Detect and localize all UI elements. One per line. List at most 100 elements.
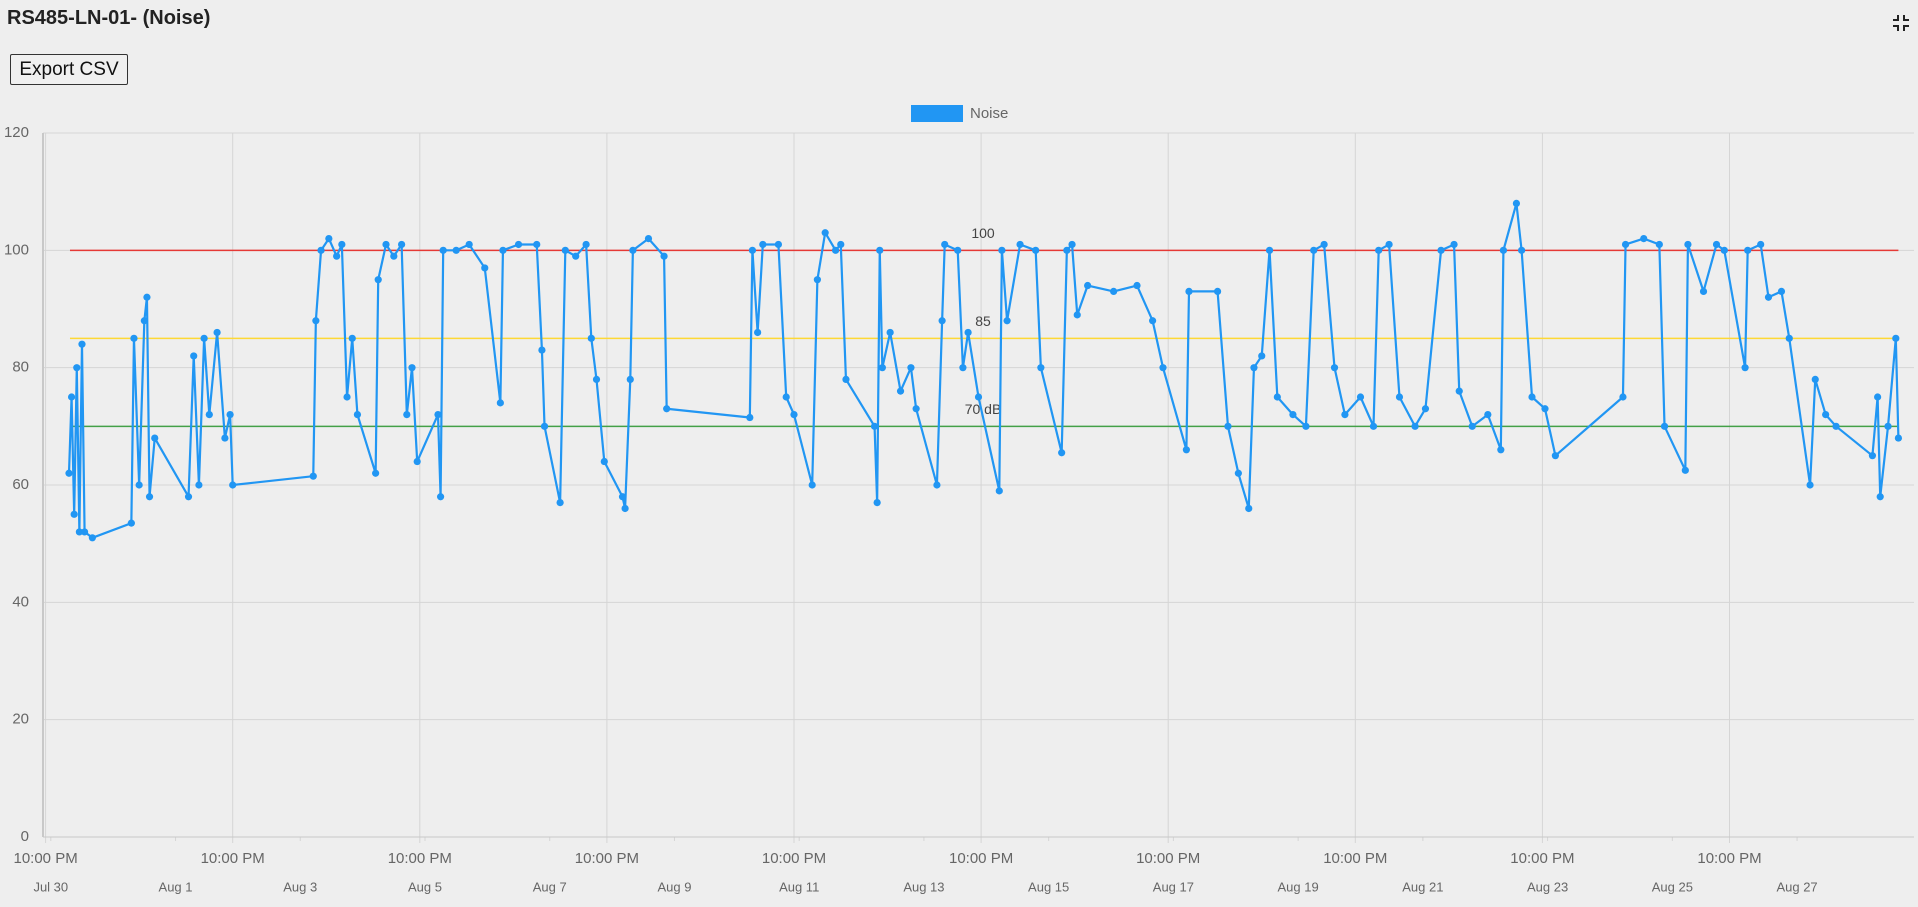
y-tick-label: 0 (21, 828, 29, 845)
data-point (1063, 246, 1071, 254)
data-point (878, 364, 886, 372)
data-point (1640, 235, 1648, 243)
data-point (499, 246, 507, 254)
data-point (226, 411, 234, 419)
data-point (1499, 246, 1508, 254)
data-point (151, 434, 159, 442)
data-point (1720, 246, 1728, 254)
x-date-label: Aug 11 (779, 879, 819, 894)
data-point (1621, 240, 1630, 249)
data-point (1437, 246, 1445, 254)
data-point (1213, 287, 1222, 295)
fullscreen-toggle[interactable] (1892, 14, 1910, 32)
series-line (67, 202, 1900, 539)
data-point (1455, 387, 1463, 395)
x-tick-label: 10:00 PM (13, 850, 77, 867)
data-point (1484, 411, 1492, 419)
fullscreen-icon (1893, 15, 1909, 31)
y-tick-label: 40 (12, 593, 29, 610)
threshold-label: 70 dB (965, 401, 1002, 417)
data-point (533, 240, 541, 249)
x-date-label: Aug 7 (533, 879, 567, 894)
data-point (1310, 246, 1318, 254)
data-point (540, 422, 549, 430)
data-point (434, 411, 442, 419)
data-point (1421, 405, 1430, 413)
data-point (587, 334, 595, 342)
data-point (465, 240, 473, 249)
x-tick-label: 10:00 PM (1136, 850, 1200, 867)
data-point (75, 528, 83, 536)
data-point (621, 504, 629, 513)
data-point (1159, 364, 1167, 372)
data-point (1551, 452, 1559, 460)
data-point (135, 481, 143, 489)
data-point (1068, 240, 1076, 249)
export-csv-button[interactable]: Export CSV (10, 54, 128, 85)
data-point (1058, 449, 1066, 457)
data-point (600, 457, 608, 466)
data-point (1073, 311, 1081, 319)
x-tick-label: 10:00 PM (949, 850, 1013, 867)
data-point (145, 493, 154, 501)
data-point (1684, 240, 1692, 249)
x-date-label: Aug 15 (1028, 879, 1069, 894)
data-point (130, 334, 138, 342)
data-point (1273, 393, 1281, 401)
data-point (229, 481, 237, 489)
x-date-label: Aug 21 (1402, 879, 1443, 894)
data-point (896, 387, 905, 395)
data-point (1757, 240, 1765, 249)
data-point (1619, 393, 1627, 401)
data-point (67, 393, 76, 401)
data-point (325, 235, 333, 243)
data-point (1016, 240, 1024, 249)
data-point (1876, 493, 1884, 501)
x-date-label: Aug 13 (903, 879, 944, 894)
data-point (1892, 334, 1900, 342)
data-point (312, 317, 320, 325)
data-point (582, 240, 590, 249)
data-point (1149, 317, 1157, 325)
data-point (1874, 393, 1882, 401)
data-point (907, 364, 915, 372)
data-point (1681, 466, 1689, 474)
x-tick-label: 10:00 PM (201, 850, 265, 867)
data-point (782, 393, 790, 401)
x-tick-label: 10:00 PM (762, 850, 826, 867)
data-point (1110, 287, 1118, 295)
data-point (663, 405, 671, 413)
data-point (413, 457, 421, 466)
data-point (1003, 317, 1011, 325)
data-point (1258, 352, 1266, 360)
data-point (1699, 287, 1708, 295)
data-point (1234, 469, 1242, 477)
data-point (1302, 422, 1310, 430)
data-point (372, 469, 380, 477)
x-date-label: Aug 17 (1153, 879, 1194, 894)
data-point (933, 481, 941, 489)
data-point (831, 246, 840, 254)
data-point (1777, 287, 1786, 295)
data-point (995, 487, 1003, 495)
data-point (353, 411, 362, 419)
data-point (748, 246, 757, 254)
data-point (143, 293, 151, 301)
data-point (1884, 422, 1892, 430)
data-point (1764, 293, 1773, 301)
data-point (1032, 246, 1040, 254)
data-point (1084, 281, 1092, 290)
data-point (1289, 411, 1297, 419)
data-point (1320, 240, 1328, 249)
data-point (382, 240, 390, 249)
data-point (213, 328, 221, 337)
data-point (1224, 422, 1232, 430)
data-point (73, 364, 81, 372)
data-point (439, 246, 447, 254)
x-date-label: Aug 19 (1278, 879, 1319, 894)
data-point (496, 399, 504, 407)
data-point (221, 434, 229, 442)
data-point (964, 328, 972, 337)
